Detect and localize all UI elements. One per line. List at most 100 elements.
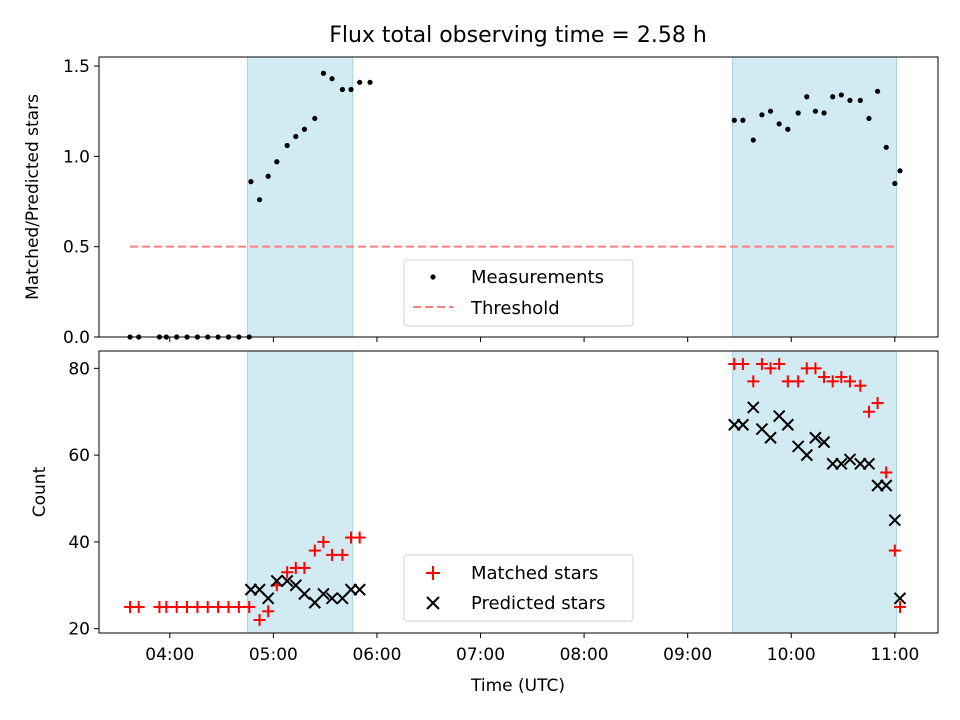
predicted-star-point: [893, 592, 907, 605]
predicted-star-point: [298, 587, 311, 601]
x-tick-label: 08:00: [560, 645, 609, 665]
matched-star-point: [843, 375, 856, 388]
predicted-star-point: [880, 479, 893, 492]
legend-matched-marker: [426, 566, 440, 580]
x-tick-label: 07:00: [456, 645, 505, 665]
measurement-point: [812, 108, 819, 114]
predicted-star-point: [280, 574, 294, 588]
matched-star-point: [232, 600, 245, 613]
measurement-point: [767, 108, 774, 114]
matched-star-point: [298, 561, 311, 574]
measurement-point: [329, 76, 335, 82]
matched-star-point: [809, 362, 822, 375]
measurement-point: [256, 197, 263, 203]
predicted-star-point: [736, 418, 750, 431]
top-plot-frame: [98, 56, 939, 338]
bottom-shaded-intervals: [246, 350, 898, 634]
matched-star-point: [781, 375, 794, 388]
predicted-star-point: [325, 592, 339, 605]
matched-star-point: [317, 535, 330, 548]
matched-star-point: [191, 600, 204, 613]
y-tick-label: 20: [68, 620, 90, 640]
predicted-star-point: [270, 574, 284, 588]
predicted-star-point: [764, 431, 777, 444]
predicted-star-point: [843, 453, 857, 466]
bottom-panel: 20 40 60 80 04:00 05:00 06:00 07:00 08:00 09:00 1…: [30, 350, 939, 696]
measurement-point: [312, 115, 318, 122]
measurement-point: [874, 88, 881, 94]
measurement-point: [883, 144, 889, 150]
measurement-point: [357, 79, 363, 85]
predicted-star-points: [244, 401, 907, 609]
measurement-point: [301, 126, 308, 132]
x-tick-label: 10:00: [767, 645, 816, 665]
shaded-interval-2: [732, 350, 898, 634]
matched-star-point: [132, 600, 145, 613]
top-y-ticks: 0.0 0.5 1.0 1.5: [63, 57, 99, 348]
matched-star-point: [281, 566, 294, 579]
matched-star-point: [835, 371, 848, 384]
bottom-y-axis-label: Count: [30, 466, 50, 517]
matched-star-point: [326, 548, 339, 561]
y-tick-label: 0.0: [63, 328, 90, 348]
top-panel: 0.0 0.5 1.0 1.5 Matched/Predicted stars Mea…: [23, 56, 939, 348]
matched-star-point: [880, 466, 893, 479]
measurement-point: [320, 70, 327, 76]
matched-star-point: [170, 600, 183, 613]
legend-measurements-label: Measurements: [471, 267, 604, 288]
top-legend: Measurements Threshold: [403, 259, 634, 327]
measurement-point: [248, 179, 254, 185]
measurement-point: [750, 137, 756, 143]
y-tick-label: 80: [68, 359, 90, 379]
measurement-point: [274, 159, 280, 165]
matched-star-point: [764, 362, 777, 375]
measurement-point: [348, 86, 354, 93]
legend-predicted-marker: [426, 596, 440, 610]
x-tick-label: 04:00: [145, 645, 194, 665]
matched-star-point: [181, 600, 194, 613]
legend-predicted-label: Predicted stars: [471, 593, 605, 614]
matched-star-point: [871, 397, 884, 410]
y-tick-label: 60: [68, 446, 90, 466]
matched-star-point: [201, 600, 214, 613]
matched-star-point: [862, 405, 875, 418]
chart-title: Flux total observing time = 2.58 h: [329, 23, 707, 48]
predicted-star-point: [862, 457, 876, 471]
matched-star-point: [222, 600, 235, 613]
matched-star-point: [773, 358, 786, 371]
bottom-legend: Matched stars Predicted stars: [403, 554, 634, 622]
matched-star-point: [353, 531, 366, 544]
measurement-point: [866, 115, 872, 122]
measurement-point: [339, 86, 346, 93]
shaded-interval-1: [246, 56, 354, 338]
y-tick-label: 1.0: [63, 147, 90, 167]
predicted-star-point: [317, 587, 330, 601]
top-shaded-intervals: [246, 56, 898, 338]
measurement-point: [830, 94, 836, 100]
measurement-point: [759, 112, 765, 118]
top-x-ticks: [169, 337, 896, 342]
predicted-star-point: [781, 418, 795, 431]
y-tick-label: 40: [68, 533, 90, 553]
measurement-point: [857, 97, 863, 103]
bottom-x-ticks: 04:00 05:00 06:00 07:00 08:00 09:00 10:00 11:00: [145, 633, 919, 665]
measurement-point: [785, 126, 791, 132]
matched-star-point: [160, 600, 173, 613]
matched-star-point: [818, 371, 831, 384]
measurement-point: [776, 121, 782, 127]
matched-star-point: [308, 544, 321, 557]
bottom-y-ticks: 20 40 60 80: [68, 359, 99, 640]
matched-star-point: [243, 600, 256, 613]
x-tick-label: 11:00: [870, 645, 919, 665]
measurement-point: [284, 142, 290, 149]
predicted-star-point: [800, 448, 814, 462]
measurement-point: [897, 168, 903, 174]
y-tick-label: 1.5: [63, 57, 90, 77]
predicted-star-point: [888, 513, 902, 527]
matched-star-point: [826, 375, 839, 388]
matched-star-point: [212, 600, 225, 613]
matched-star-point: [792, 375, 805, 388]
matched-star-point: [888, 544, 901, 557]
legend-measurements-marker: [430, 274, 436, 280]
measurement-point: [731, 117, 737, 123]
